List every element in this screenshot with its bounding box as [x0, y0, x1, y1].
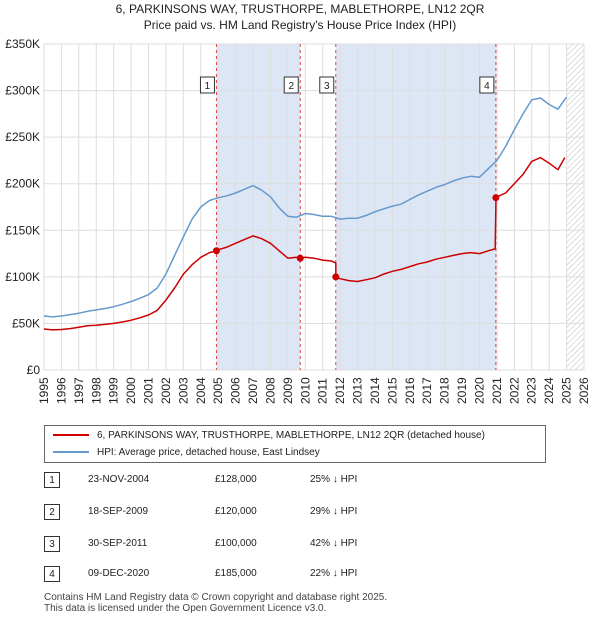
- hpi-series-line: [43, 96, 568, 318]
- ownership-shade: [216, 44, 301, 370]
- x-tick-label: 2020: [472, 377, 486, 404]
- y-tick-label: £0: [27, 363, 41, 377]
- chart-title-line2: Price paid vs. HM Land Registry's House …: [143, 18, 457, 32]
- sale-hpi-diff: 29% ↓ HPI: [310, 506, 358, 517]
- sale-price: £100,000: [215, 538, 257, 549]
- ownership-shade: [335, 44, 496, 370]
- sale-point: [492, 194, 500, 202]
- x-tick-label: 2011: [316, 378, 330, 404]
- sale-label-box: [283, 76, 299, 94]
- footer-line2: This data is licensed under the Open Gov…: [44, 603, 327, 614]
- forecast-hatch: [566, 44, 584, 370]
- x-tick-label: 2004: [194, 377, 208, 404]
- x-tick-label: 2003: [176, 377, 190, 404]
- x-tick-label: 2002: [159, 377, 173, 404]
- sale-label-text: 2: [288, 81, 294, 92]
- x-tick-label: 2006: [229, 377, 243, 404]
- sale-number: 2: [44, 504, 60, 520]
- y-tick-label: £300K: [5, 84, 40, 98]
- x-tick-label: 1997: [72, 377, 86, 404]
- legend-item-hpi: HPI: Average price, detached house, East…: [53, 445, 320, 461]
- sale-label-text: 3: [324, 81, 330, 92]
- y-tick-label: £350K: [5, 37, 40, 51]
- x-tick-label: 1995: [37, 377, 51, 404]
- sale-date: 23-NOV-2004: [88, 474, 150, 485]
- x-tick-label: 2021: [490, 377, 504, 404]
- x-tick-label: 2009: [281, 377, 295, 404]
- property-series-line: [43, 156, 566, 331]
- sales-row: 1 23-NOV-2004 £128,000 25% ↓ HPI: [44, 470, 444, 490]
- x-tick-label: 2012: [333, 377, 347, 404]
- y-tick-label: £150K: [5, 223, 40, 237]
- sale-hpi-diff: 25% ↓ HPI: [310, 474, 358, 485]
- x-tick-label: 2024: [542, 377, 556, 404]
- sale-number: 3: [44, 536, 60, 552]
- sale-label-box: [479, 76, 495, 94]
- x-tick-label: 2007: [246, 377, 260, 404]
- sale-price: £185,000: [215, 568, 257, 579]
- sales-row: 2 18-SEP-2009 £120,000 29% ↓ HPI: [44, 502, 444, 522]
- sale-point: [212, 247, 220, 255]
- sales-row: 4 09-DEC-2020 £185,000 22% ↓ HPI: [44, 564, 444, 584]
- sales-row: 3 30-SEP-2011 £100,000 42% ↓ HPI: [44, 534, 444, 554]
- legend-label-property: 6, PARKINSONS WAY, TRUSTHORPE, MABLETHOR…: [97, 430, 485, 441]
- x-tick-label: 2000: [124, 377, 138, 404]
- x-tick-label: 1996: [54, 377, 68, 404]
- legend-swatch-property: [53, 434, 89, 437]
- x-tick-label: 2008: [263, 377, 277, 404]
- sale-label-text: 1: [205, 81, 211, 92]
- sale-price: £120,000: [215, 506, 257, 517]
- legend: 6, PARKINSONS WAY, TRUSTHORPE, MABLETHOR…: [44, 425, 546, 463]
- sale-number: 1: [44, 472, 60, 488]
- y-tick-label: £250K: [5, 130, 40, 144]
- x-tick-label: 2014: [368, 377, 382, 404]
- x-tick-label: 2010: [298, 377, 312, 404]
- sale-label-box: [319, 76, 335, 94]
- x-tick-label: 1998: [89, 377, 103, 404]
- legend-item-property: 6, PARKINSONS WAY, TRUSTHORPE, MABLETHOR…: [53, 428, 485, 444]
- y-tick-label: £100K: [5, 270, 40, 284]
- sale-label-text: 4: [484, 81, 490, 92]
- sale-date: 18-SEP-2009: [88, 506, 149, 517]
- legend-label-hpi: HPI: Average price, detached house, East…: [97, 447, 320, 458]
- x-tick-label: 2005: [211, 377, 225, 404]
- x-tick-label: 2016: [403, 377, 417, 404]
- x-tick-label: 2026: [577, 377, 591, 404]
- chart-title-line1: 6, PARKINSONS WAY, TRUSTHORPE, MABLETHOR…: [115, 2, 485, 16]
- sale-point: [332, 273, 340, 281]
- sale-price: £128,000: [215, 474, 257, 485]
- x-tick-label: 2025: [560, 377, 574, 404]
- footer-line1: Contains HM Land Registry data © Crown c…: [44, 592, 388, 603]
- legend-swatch-hpi: [53, 451, 89, 454]
- y-tick-label: £50K: [12, 316, 40, 330]
- sale-date: 09-DEC-2020: [88, 568, 150, 579]
- x-tick-label: 2018: [438, 377, 452, 404]
- x-tick-label: 2023: [525, 377, 539, 404]
- x-tick-label: 2013: [351, 377, 365, 404]
- sale-label-box: [199, 76, 215, 94]
- y-tick-label: £200K: [5, 177, 40, 191]
- sale-number: 4: [44, 566, 60, 582]
- sale-hpi-diff: 22% ↓ HPI: [310, 568, 358, 579]
- x-tick-label: 2015: [385, 377, 399, 404]
- x-tick-label: 2001: [142, 377, 156, 404]
- price-chart: 1 2 3 4 £0 £50K £100K £150K £200K £250K £300K £350…: [5, 37, 591, 404]
- sale-date: 30-SEP-2011: [88, 538, 148, 549]
- x-tick-label: 2019: [455, 377, 469, 404]
- sale-point: [296, 254, 304, 262]
- x-tick-label: 2022: [507, 377, 521, 404]
- x-tick-label: 1999: [107, 377, 121, 404]
- sale-hpi-diff: 42% ↓ HPI: [310, 538, 358, 549]
- x-tick-label: 2017: [420, 377, 434, 404]
- footer: Contains HM Land Registry data © Crown c…: [44, 592, 387, 614]
